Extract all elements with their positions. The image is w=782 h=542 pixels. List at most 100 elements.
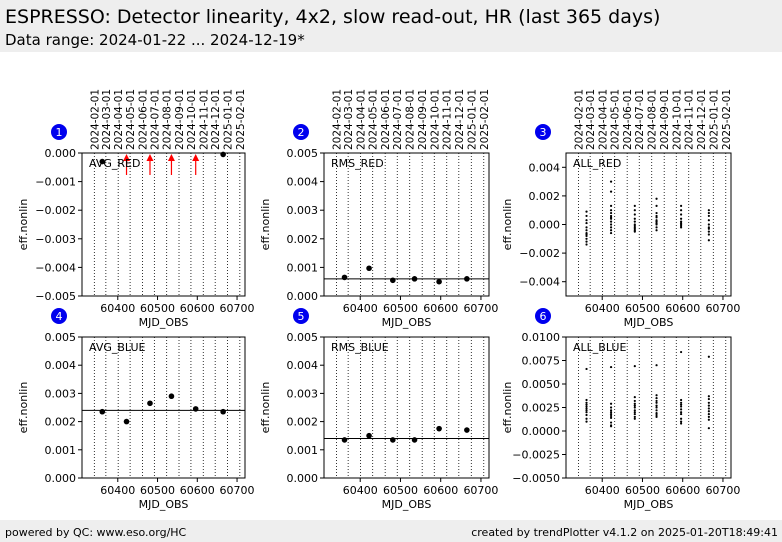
date-tick-label: 2025-02-01 (721, 89, 733, 150)
data-point (707, 219, 710, 222)
x-tick-label: 60500 (625, 302, 660, 315)
y-tick-label: 0.001 (287, 444, 319, 457)
data-point (655, 197, 658, 200)
x-axis-label: MJD_OBS (139, 316, 189, 329)
data-point (655, 204, 658, 208)
data-point (609, 226, 613, 229)
data-point (341, 274, 348, 281)
data-point (707, 404, 710, 407)
plot-frame (565, 336, 732, 479)
plot-frame (323, 152, 490, 297)
date-tick-label: 2025-01-01 (223, 89, 235, 150)
data-point (585, 229, 588, 232)
y-tick-label: 0.001 (45, 444, 77, 457)
data-point (411, 276, 418, 282)
date-tick-label: 2024-12-01 (454, 89, 466, 150)
data-point (609, 190, 613, 193)
x-tick-label: 60400 (585, 302, 620, 315)
data-point (679, 417, 683, 420)
data-point (366, 432, 372, 439)
x-tick-label: 60500 (625, 484, 660, 497)
data-point (609, 223, 613, 226)
date-tick-label: 2024-11-01 (442, 89, 454, 150)
data-point (707, 227, 710, 230)
data-point (655, 223, 658, 226)
plot-frame (81, 152, 246, 297)
data-point (633, 204, 636, 208)
y-tick-label: 0.005 (287, 331, 319, 344)
data-point (679, 412, 683, 416)
data-point (655, 211, 658, 215)
date-tick-label: 2024-10-01 (186, 89, 198, 150)
data-point (679, 398, 683, 402)
date-tick-label: 2024-03-01 (343, 89, 355, 150)
chart-panel-3: 2024-02-01 2024-03-01 2024-04-01 2024-05-01… (501, 89, 740, 329)
y-tick-label: −0.0050 (512, 472, 560, 485)
data-point (585, 210, 588, 213)
data-point (679, 217, 683, 220)
panel-number: 3 (540, 126, 547, 139)
y-tick-label: 0.004 (529, 161, 561, 174)
y-tick-label: 0.002 (287, 416, 319, 429)
date-tick-label: 2024-06-01 (137, 89, 149, 150)
data-point (707, 211, 710, 215)
y-tick-label: −0.004 (519, 276, 560, 289)
x-tick-label: 60600 (423, 484, 458, 497)
y-axis-label: eff.nonlin (259, 199, 272, 251)
date-tick-label: 2024-03-01 (101, 89, 113, 150)
data-point (707, 214, 710, 218)
panel-number: 2 (298, 126, 305, 139)
data-point (633, 230, 636, 233)
data-point (585, 398, 588, 402)
y-tick-label: 0.000 (529, 219, 561, 232)
date-tick-label: 2024-03-01 (585, 89, 597, 150)
y-tick-label: 0.000 (287, 472, 319, 485)
page-title: ESPRESSO: Detector linearity, 4x2, slow … (5, 6, 661, 28)
date-tick-label: 2024-08-01 (162, 89, 174, 150)
x-axis-label: MJD_OBS (624, 316, 674, 329)
x-tick-label: 60600 (665, 484, 700, 497)
data-point (679, 420, 683, 423)
data-point (655, 397, 658, 400)
x-tick-label: 60600 (423, 302, 458, 315)
y-tick-label: 0.005 (287, 147, 319, 160)
chart-panel-2: 2024-02-01 2024-03-01 2024-04-01 2024-05-01… (259, 89, 498, 329)
date-tick-label: 2024-07-01 (149, 89, 161, 150)
plot-frame (81, 336, 246, 479)
data-point (707, 239, 710, 242)
data-point (609, 231, 613, 235)
date-tick-label: 2024-05-01 (368, 89, 380, 150)
y-tick-label: 0.0025 (522, 402, 561, 415)
data-point (341, 437, 348, 443)
date-tick-label: 2024-11-01 (198, 89, 210, 150)
y-tick-label: 0.000 (45, 472, 77, 485)
data-point (192, 406, 199, 412)
data-point (655, 216, 658, 219)
data-point (609, 406, 613, 409)
panel-number-badge (293, 124, 309, 140)
y-axis-label: eff.nonlin (501, 382, 514, 434)
y-tick-label: 0.004 (287, 359, 319, 372)
x-tick-label: 60500 (383, 302, 418, 315)
data-point (679, 204, 683, 208)
data-point (585, 407, 588, 410)
x-tick-label: 60400 (585, 484, 620, 497)
date-tick-label: 2025-02-01 (235, 89, 247, 150)
date-tick-label: 2024-07-01 (392, 89, 404, 150)
date-tick-label: 2024-09-01 (417, 89, 429, 150)
data-point (585, 420, 588, 423)
data-point (609, 220, 613, 223)
data-point (707, 401, 710, 404)
date-tick-label: 2025-02-01 (479, 89, 491, 150)
data-point (655, 226, 658, 229)
date-tick-label: 2024-04-01 (356, 89, 368, 150)
data-point (633, 412, 636, 416)
y-axis-label: eff.nonlin (259, 382, 272, 434)
data-point (633, 209, 636, 212)
data-point (168, 393, 175, 400)
date-tick-label: 2024-04-01 (113, 89, 125, 150)
y-tick-label: 0.003 (287, 204, 319, 217)
date-tick-label: 2024-05-01 (125, 89, 137, 150)
y-tick-label: 0.004 (287, 176, 319, 189)
